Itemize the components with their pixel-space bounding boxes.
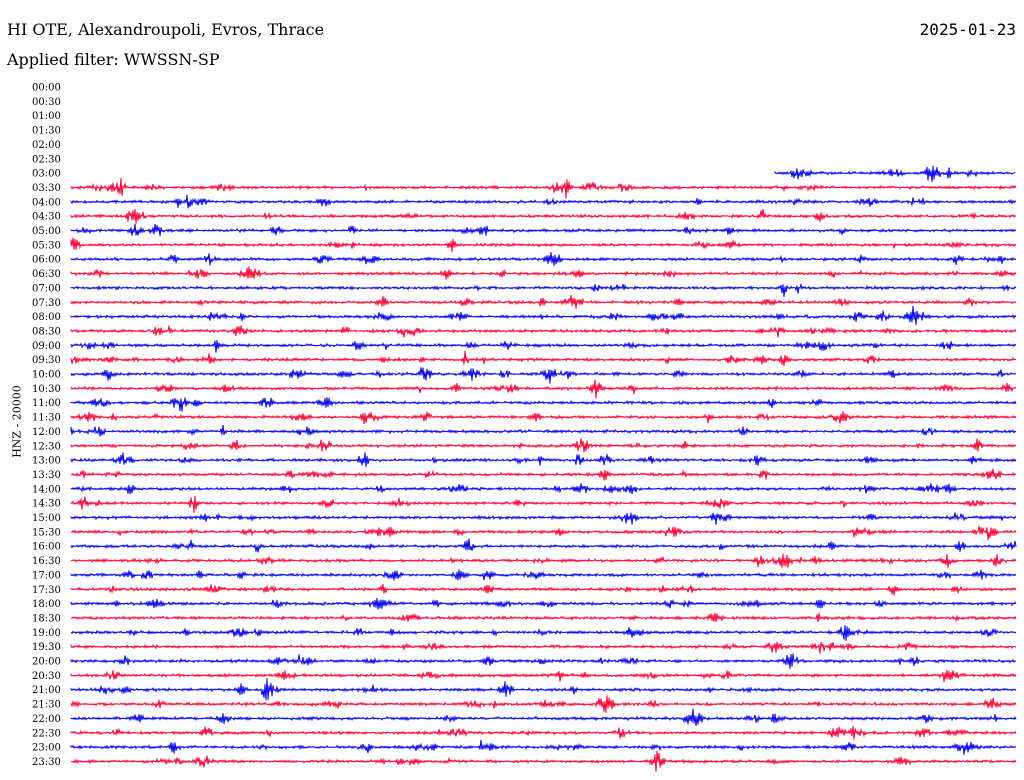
trace-2000: [70, 653, 1017, 669]
time-label: 10:30: [32, 384, 61, 395]
time-label: 16:30: [32, 556, 61, 567]
time-label: 02:30: [32, 154, 61, 165]
trace-1930: [70, 641, 1017, 654]
time-label: 11:30: [32, 413, 61, 424]
time-label: 10:00: [32, 370, 61, 381]
trace-1100: [70, 397, 1017, 412]
time-labels: 00:00 00:30 01:00 01:30 02:00 02:30 03:00 03:30…: [32, 83, 61, 768]
trace-0500: [70, 223, 1017, 237]
trace-0830: [70, 325, 1017, 338]
time-label: 00:00: [32, 83, 61, 94]
trace-2030: [70, 669, 1017, 683]
time-label: 06:30: [32, 269, 61, 280]
trace-1230: [70, 438, 1017, 453]
trace-1330: [70, 468, 1017, 481]
time-label: 05:00: [32, 226, 61, 237]
time-label: 23:30: [32, 757, 61, 768]
time-label: 09:00: [32, 341, 61, 352]
trace-0400: [70, 194, 1017, 209]
time-label: 15:00: [32, 513, 61, 524]
time-label: 04:00: [32, 197, 61, 208]
time-label: 01:00: [32, 111, 61, 122]
trace-1730: [70, 584, 1017, 596]
trace-1500: [70, 512, 1017, 525]
time-label: 12:30: [32, 441, 61, 452]
trace-0430: [70, 209, 1017, 224]
time-label: 02:00: [32, 140, 61, 151]
time-label: 16:00: [32, 542, 61, 553]
time-label: 09:30: [32, 355, 61, 366]
time-label: 17:30: [32, 585, 61, 596]
trace-0330: [70, 177, 1017, 199]
trace-1900: [70, 624, 1017, 641]
time-label: 20:00: [32, 657, 61, 668]
time-label: 05:30: [32, 240, 61, 251]
trace-2130: [70, 695, 1017, 713]
time-label: 18:30: [32, 613, 61, 624]
time-label: 20:30: [32, 671, 61, 682]
time-label: 00:30: [32, 97, 61, 108]
trace-1830: [70, 612, 1017, 623]
time-label: 07:30: [32, 298, 61, 309]
trace-2300: [70, 739, 1017, 755]
time-label: 19:30: [32, 642, 61, 653]
time-label: 03:30: [32, 183, 61, 194]
time-label: 08:30: [32, 326, 61, 337]
trace-1030: [70, 379, 1017, 399]
trace-1700: [70, 569, 1017, 581]
date-label: 2025-01-23: [919, 20, 1016, 39]
trace-2230: [70, 726, 1017, 740]
time-label: 06:00: [32, 255, 61, 266]
station-title: HI OTE, Alexandroupoli, Evros, Thrace: [7, 20, 325, 39]
time-label: 04:30: [32, 212, 61, 223]
time-label: 15:30: [32, 527, 61, 538]
trace-2330: [70, 750, 1017, 772]
trace-1800: [70, 597, 1017, 610]
trace-2100: [70, 678, 1017, 701]
trace-1400: [70, 483, 1017, 495]
time-label: 22:30: [32, 728, 61, 739]
time-label: 12:00: [32, 427, 61, 438]
time-label: 17:00: [32, 570, 61, 581]
trace-1530: [70, 526, 1017, 541]
trace-0730: [70, 294, 1017, 309]
trace-0600: [70, 252, 1017, 266]
trace-1200: [70, 424, 1017, 437]
trace-0700: [70, 282, 1017, 298]
time-label: 11:00: [32, 398, 61, 409]
time-label: 01:30: [32, 126, 61, 137]
trace-1300: [70, 452, 1017, 468]
time-label: 22:00: [32, 714, 61, 725]
time-label: 13:00: [32, 456, 61, 467]
trace-0930: [70, 350, 1017, 366]
trace-2200: [70, 708, 1017, 727]
time-label: 21:00: [32, 685, 61, 696]
time-label: 14:00: [32, 484, 61, 495]
trace-1600: [70, 538, 1017, 553]
time-label: 03:00: [32, 169, 61, 180]
trace-0530: [70, 237, 1017, 252]
time-label: 19:00: [32, 628, 61, 639]
filter-label: Applied filter: WWSSN-SP: [7, 50, 220, 69]
time-label: 13:30: [32, 470, 61, 481]
trace-1130: [70, 411, 1017, 424]
time-label: 18:00: [32, 599, 61, 610]
trace-0900: [70, 339, 1017, 353]
time-label: 23:00: [32, 743, 61, 754]
trace-0630: [70, 266, 1017, 280]
time-label: 14:30: [32, 499, 61, 510]
time-label: 21:30: [32, 700, 61, 711]
traces: [70, 165, 1017, 772]
time-label: 08:00: [32, 312, 61, 323]
trace-1630: [70, 553, 1017, 568]
trace-0800: [70, 305, 1017, 325]
time-label: 07:00: [32, 283, 61, 294]
trace-1000: [70, 367, 1017, 384]
trace-0300: [774, 165, 1016, 183]
trace-1430: [70, 495, 1017, 513]
